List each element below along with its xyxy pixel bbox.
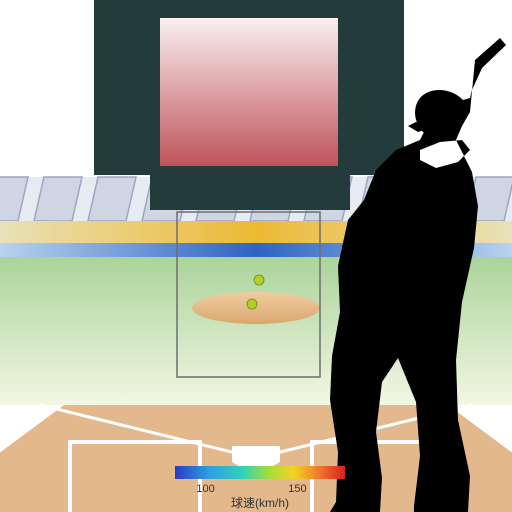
legend-tick: 100: [196, 483, 214, 495]
chart-svg: 100 150 球速(km/h): [0, 0, 512, 512]
scoreboard-screen: [160, 18, 338, 166]
legend-label: 球速(km/h): [231, 496, 289, 510]
pitch-marker: [247, 299, 257, 309]
legend-tick: 150: [288, 483, 306, 495]
pitchers-mound: [192, 292, 320, 324]
pitch-marker: [254, 275, 264, 285]
pitch-location-chart: 100 150 球速(km/h): [0, 0, 512, 512]
scoreboard-stand: [150, 175, 350, 210]
